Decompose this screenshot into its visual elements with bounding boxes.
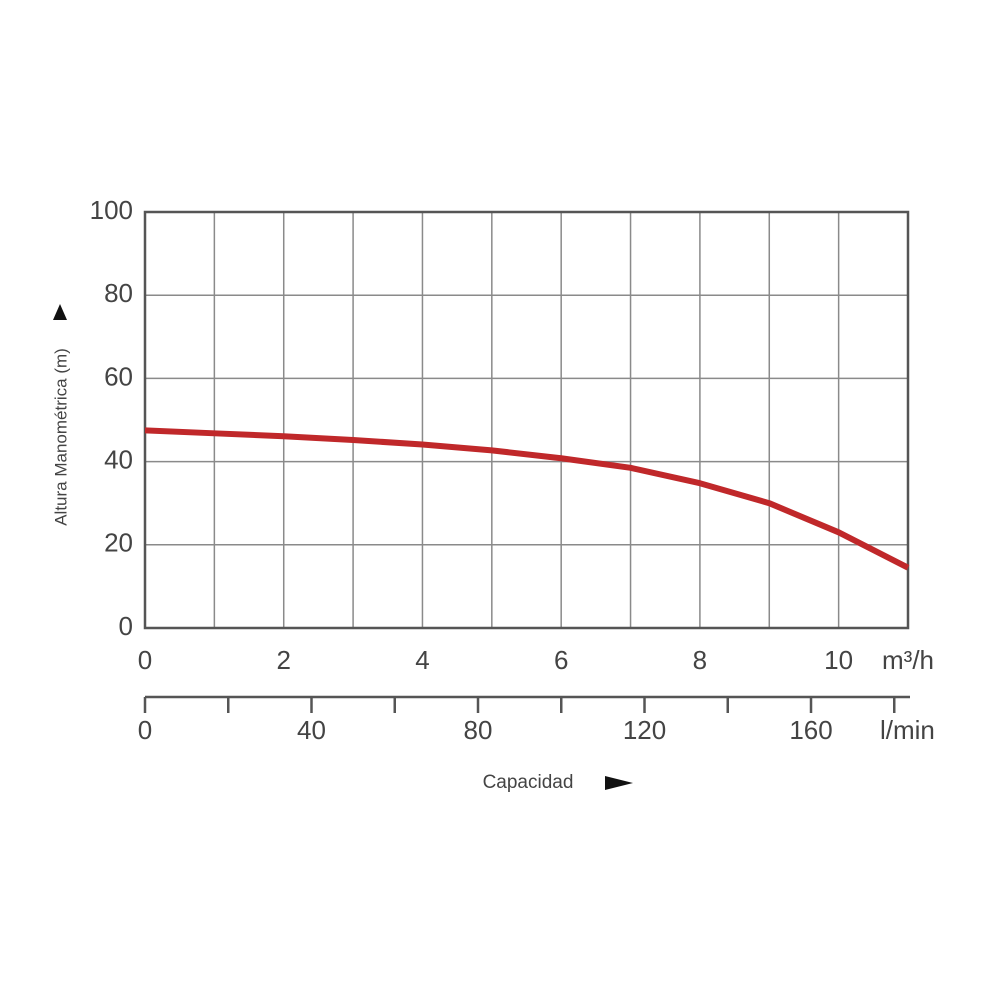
x2-unit: l/min (880, 715, 935, 745)
x2-tick-label: 160 (789, 715, 832, 745)
x2-tick-label: 120 (623, 715, 666, 745)
x-tick-label: 0 (138, 645, 152, 675)
x-tick-label: 8 (693, 645, 707, 675)
y-tick-label: 60 (104, 361, 133, 391)
y-tick-label: 80 (104, 278, 133, 308)
x-unit: m³/h (882, 645, 934, 675)
y-tick-label: 0 (119, 611, 133, 641)
x-tick-label: 2 (276, 645, 290, 675)
x-arrow (605, 776, 633, 790)
y-tick-label: 40 (104, 444, 133, 474)
y-axis-label: Altura Manométrica (m) (51, 348, 70, 526)
x-axis-label: Capacidad (483, 772, 574, 793)
x2-tick-label: 0 (138, 715, 152, 745)
x-tick-label: 4 (415, 645, 429, 675)
x2-tick-label: 80 (464, 715, 493, 745)
plot-frame (143, 210, 910, 630)
y-tick-label: 100 (90, 195, 133, 225)
x-tick-label: 10 (824, 645, 853, 675)
y-arrow (53, 304, 67, 320)
y-tick-label: 20 (104, 528, 133, 558)
x2-tick-label: 40 (297, 715, 326, 745)
curve (144, 427, 910, 571)
x-tick-label: 6 (554, 645, 568, 675)
